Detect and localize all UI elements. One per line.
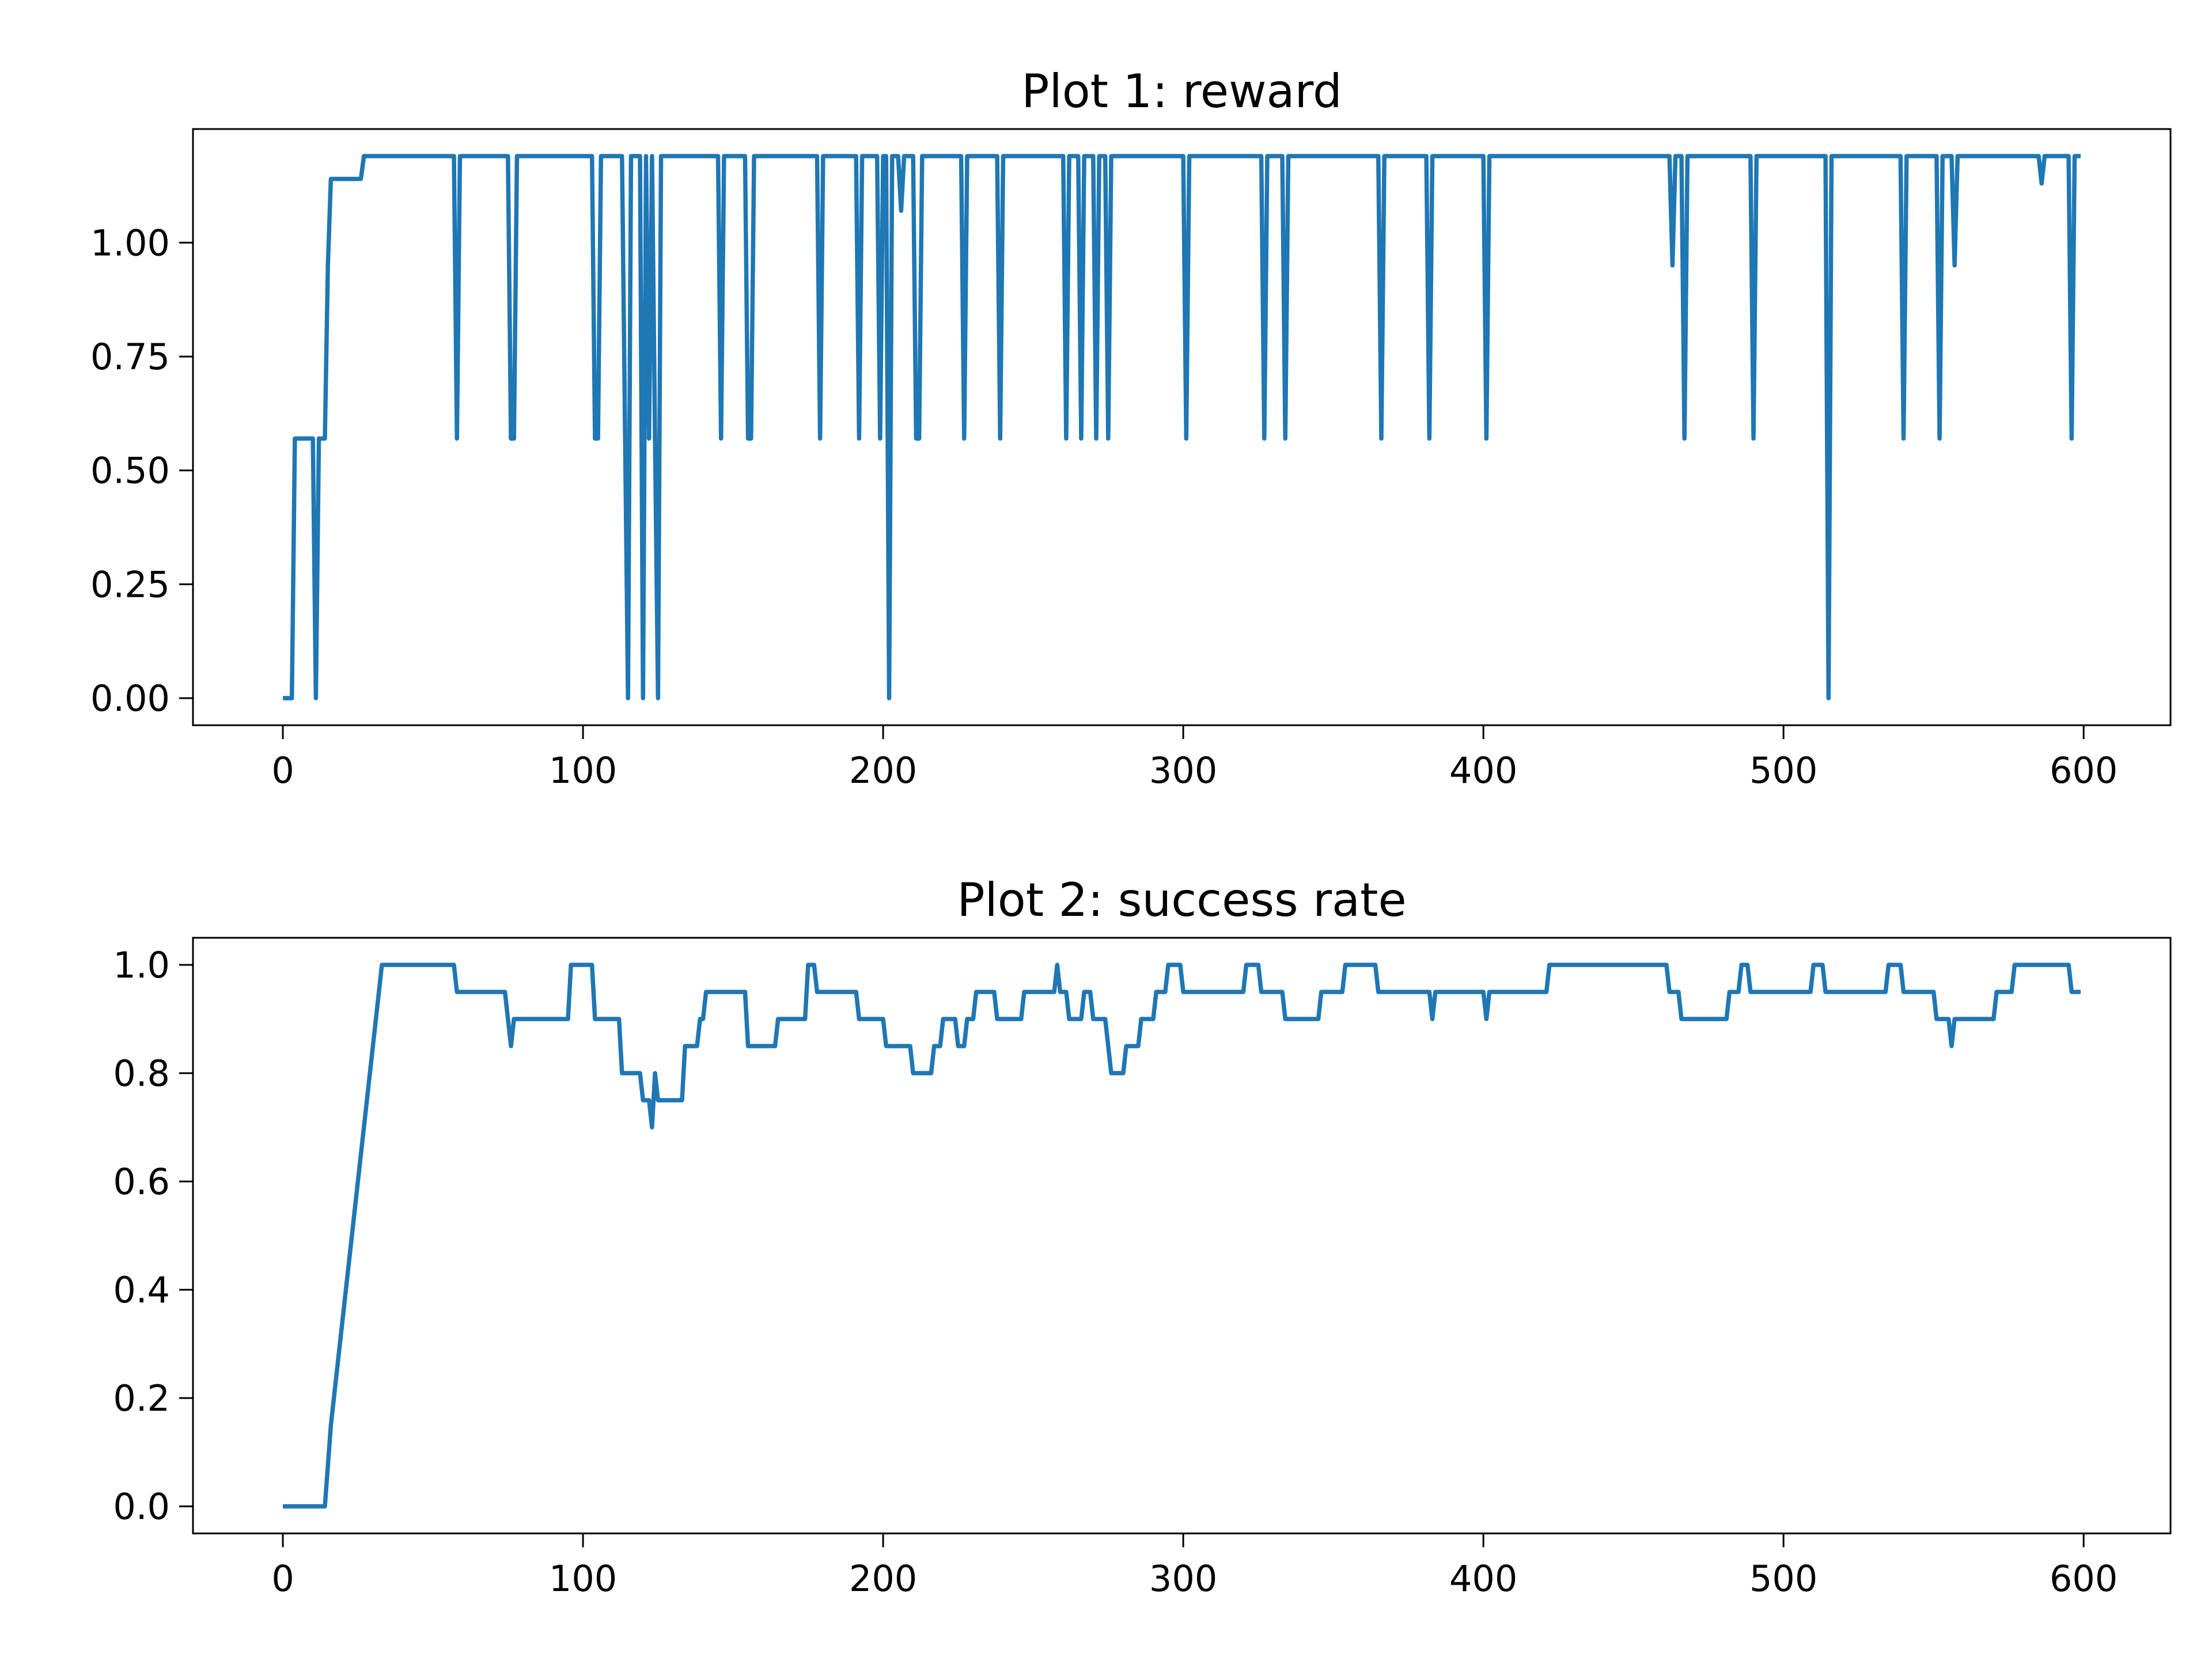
- y-tick-label: 0.2: [113, 1377, 170, 1419]
- x-tick-label: 0: [271, 1558, 294, 1600]
- y-tick-label: 0.25: [90, 563, 170, 605]
- x-tick-label: 200: [849, 1558, 917, 1600]
- y-tick-label: 0.00: [90, 677, 170, 719]
- chart-title: Plot 1: reward: [1021, 65, 1342, 118]
- x-tick-label: 100: [549, 1558, 617, 1600]
- y-tick-label: 0.0: [113, 1486, 170, 1528]
- x-tick-label: 400: [1449, 749, 1517, 791]
- x-tick-label: 0: [271, 749, 294, 791]
- x-tick-label: 300: [1149, 749, 1217, 791]
- x-tick-label: 200: [849, 749, 917, 791]
- y-tick-label: 1.00: [90, 222, 170, 264]
- axes-frame: [192, 128, 2172, 726]
- y-tick-label: 0.75: [90, 336, 170, 378]
- y-tick-label: 1.0: [113, 944, 170, 986]
- x-tick-label: 500: [1749, 1558, 1817, 1600]
- x-tick-label: 600: [2050, 749, 2118, 791]
- x-tick-label: 100: [549, 749, 617, 791]
- y-tick-label: 0.4: [113, 1269, 170, 1311]
- axes-frame: [192, 937, 2172, 1535]
- x-tick-label: 500: [1749, 749, 1817, 791]
- y-tick-label: 0.50: [90, 450, 170, 492]
- x-tick-label: 400: [1449, 1558, 1517, 1600]
- x-tick-label: 600: [2050, 1558, 2118, 1600]
- chart-title: Plot 2: success rate: [957, 873, 1406, 927]
- data-line: [283, 963, 2081, 1509]
- y-tick-label: 0.8: [113, 1052, 170, 1094]
- data-line: [283, 154, 2081, 700]
- x-tick-label: 300: [1149, 1558, 1217, 1600]
- y-tick-label: 0.6: [113, 1161, 170, 1203]
